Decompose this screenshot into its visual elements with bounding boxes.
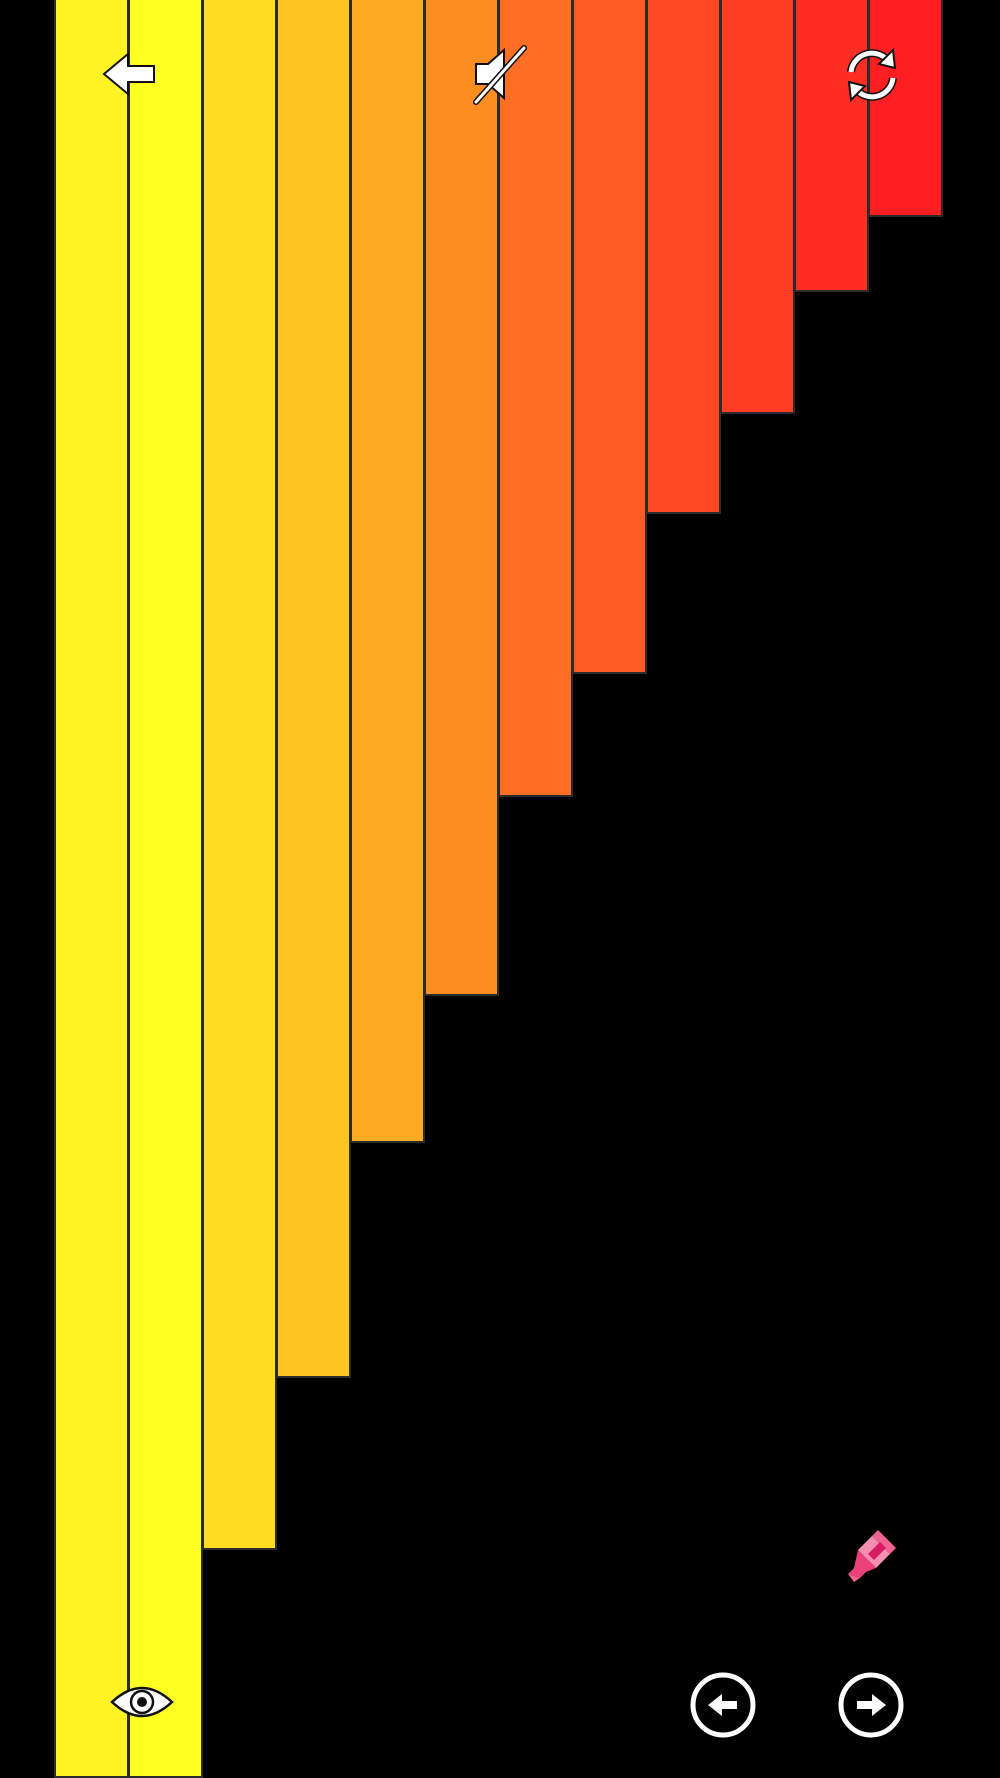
color-bar[interactable] [868, 0, 943, 217]
eye-icon [110, 1686, 174, 1718]
back-button[interactable] [100, 48, 160, 100]
color-bar[interactable] [54, 0, 129, 1778]
color-bar[interactable] [572, 0, 647, 674]
color-bar[interactable] [424, 0, 499, 996]
color-bar[interactable] [498, 0, 573, 797]
next-level-button[interactable] [838, 1672, 904, 1738]
hint-button[interactable] [108, 1676, 176, 1728]
restart-button[interactable] [840, 44, 904, 106]
arrow-left-icon [102, 51, 155, 97]
circle-arrow-left-icon [690, 1672, 756, 1738]
color-bar[interactable] [646, 0, 721, 514]
refresh-icon [847, 47, 897, 103]
color-bar[interactable] [276, 0, 351, 1378]
color-bar[interactable] [720, 0, 795, 414]
prev-level-button[interactable] [690, 1672, 756, 1738]
circle-arrow-right-icon [838, 1672, 904, 1738]
paint-brush-icon [848, 1530, 896, 1582]
color-bar[interactable] [350, 0, 425, 1143]
color-bar[interactable] [202, 0, 277, 1550]
color-bar[interactable] [128, 0, 203, 1778]
mute-button[interactable] [468, 42, 532, 106]
speaker-muted-icon [473, 45, 527, 105]
brush-button[interactable] [842, 1528, 904, 1582]
